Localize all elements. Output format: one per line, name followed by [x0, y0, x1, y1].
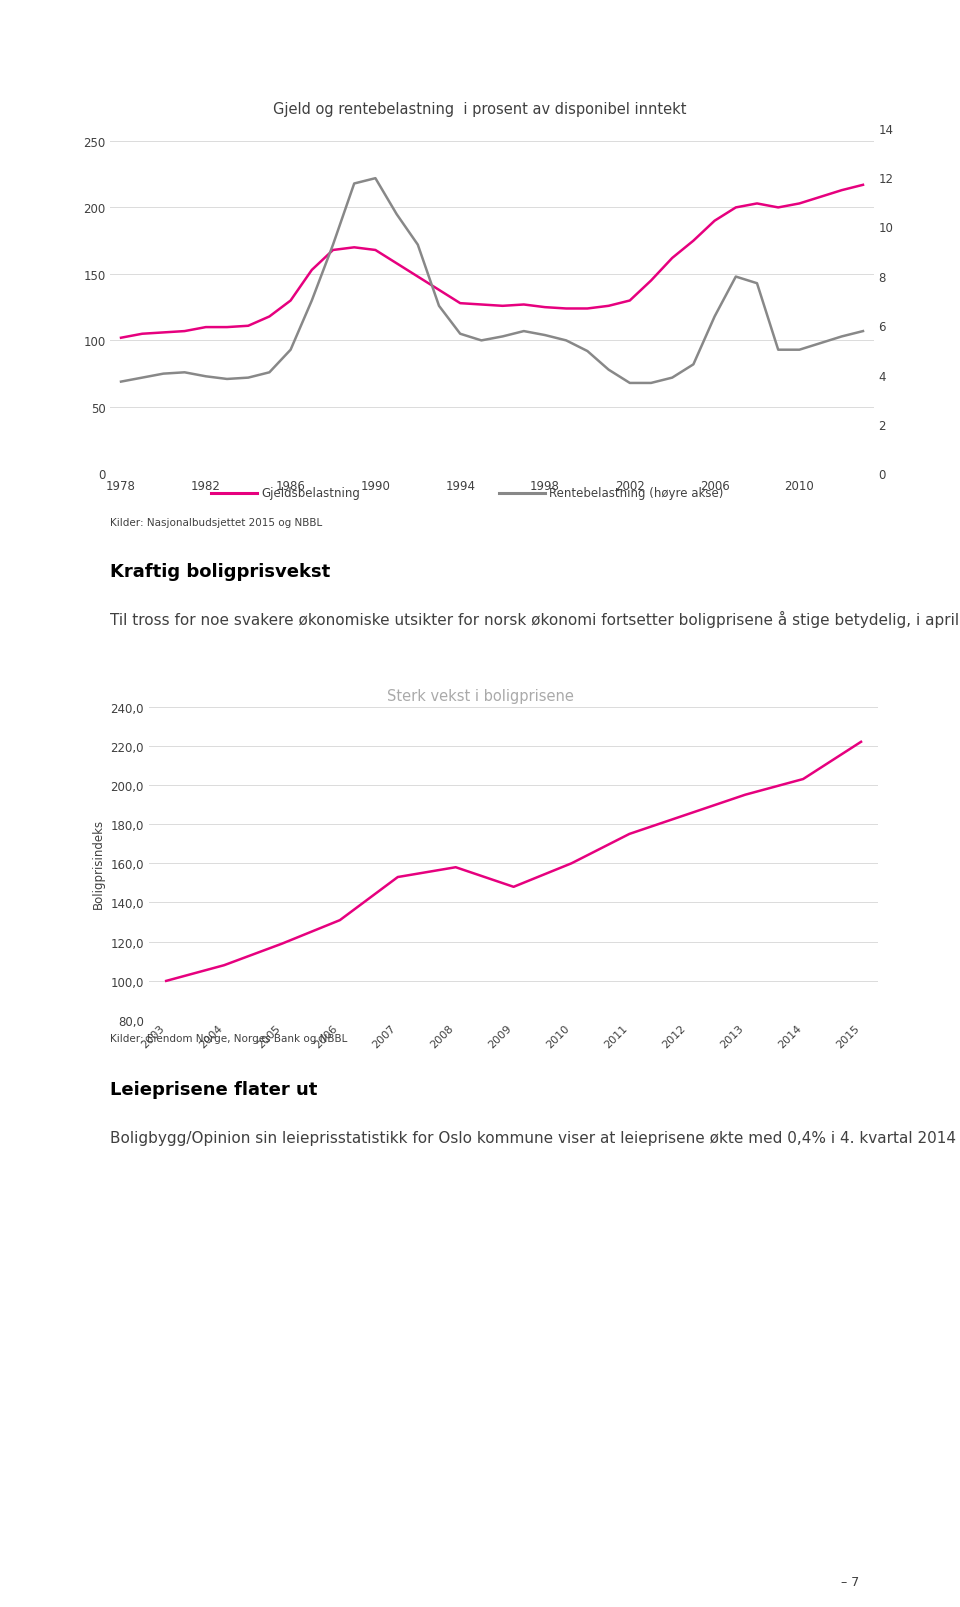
Text: Til tross for noe svakere økonomiske utsikter for norsk økonomi fortsetter bolig: Til tross for noe svakere økonomiske uts… [110, 611, 960, 628]
Text: – 7: – 7 [841, 1575, 859, 1588]
Text: Sterk vekst i boligprisene: Sterk vekst i boligprisene [387, 688, 573, 704]
Text: Kilder: Eiendom Norge, Norges Bank og NBBL: Kilder: Eiendom Norge, Norges Bank og NB… [110, 1033, 348, 1043]
Text: Gjeldsbelastning: Gjeldsbelastning [261, 487, 360, 500]
Text: Boligbygg/Opinion sin leieprisstatistikk for Oslo kommune viser at leieprisene ø: Boligbygg/Opinion sin leieprisstatistikk… [110, 1128, 960, 1146]
Text: Kraftig boligprisvekst: Kraftig boligprisvekst [110, 562, 330, 580]
Y-axis label: Boligprisindeks: Boligprisindeks [92, 818, 105, 910]
Text: Kilder: Nasjonalbudsjettet 2015 og NBBL: Kilder: Nasjonalbudsjettet 2015 og NBBL [110, 517, 323, 527]
Text: Gjeld og rentebelastning  i prosent av disponibel inntekt: Gjeld og rentebelastning i prosent av di… [274, 101, 686, 117]
Text: Rentebelastning (høyre akse): Rentebelastning (høyre akse) [549, 487, 724, 500]
Text: Leieprisene flater ut: Leieprisene flater ut [110, 1080, 318, 1098]
